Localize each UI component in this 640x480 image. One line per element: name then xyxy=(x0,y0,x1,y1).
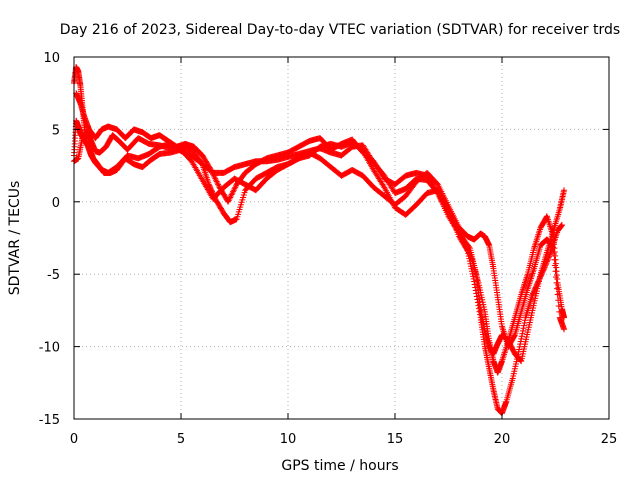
data-point xyxy=(520,325,527,332)
data-point xyxy=(520,322,527,329)
data-point xyxy=(225,198,232,205)
data-point xyxy=(229,190,236,197)
data-point xyxy=(473,290,480,297)
x-tick-label: 15 xyxy=(387,432,404,447)
data-point xyxy=(561,187,568,194)
x-axis: 0 5 10 15 20 25 xyxy=(70,57,617,447)
data-point xyxy=(473,293,480,300)
data-point xyxy=(215,182,222,189)
grid xyxy=(74,57,609,419)
data-point xyxy=(543,258,550,265)
data-point xyxy=(541,265,548,272)
data-point xyxy=(468,265,475,272)
data-point xyxy=(227,194,234,201)
chart-title: Day 216 of 2023, Sidereal Day-to-day VTE… xyxy=(60,22,620,38)
data-point xyxy=(208,168,215,175)
data-point xyxy=(517,341,524,348)
data-point xyxy=(558,221,565,228)
data-point xyxy=(511,332,518,339)
data-point xyxy=(468,255,475,262)
data-marks xyxy=(71,64,568,417)
data-point xyxy=(545,255,552,262)
data-point xyxy=(476,308,483,315)
y-tick-label: -10 xyxy=(39,341,60,356)
data-point xyxy=(519,327,526,334)
data-point xyxy=(230,188,237,195)
data-point xyxy=(230,187,237,194)
x-tick-label: 20 xyxy=(494,432,511,447)
y-axis-title: SDTVAR / TECUs xyxy=(7,181,23,296)
y-axis: 10 5 0 -5 -10 -15 xyxy=(39,51,609,428)
data-point xyxy=(227,193,234,200)
data-point xyxy=(546,252,553,259)
data-point xyxy=(518,335,525,342)
data-point xyxy=(213,178,220,185)
data-point xyxy=(471,281,478,288)
x-tick-label: 0 xyxy=(70,432,78,447)
data-point xyxy=(455,226,462,233)
data-point xyxy=(469,270,476,277)
data-point xyxy=(475,305,482,312)
data-point xyxy=(207,166,214,173)
data-point xyxy=(209,169,216,176)
data-point xyxy=(561,326,568,333)
data-point xyxy=(215,181,222,188)
data-point xyxy=(522,317,529,324)
data-point xyxy=(519,330,526,337)
data-point xyxy=(521,319,528,326)
data-series xyxy=(71,129,565,417)
data-point xyxy=(232,184,239,191)
x-axis-title: GPS time / hours xyxy=(281,458,398,474)
plot-frame xyxy=(73,56,610,420)
y-tick-label: 5 xyxy=(52,123,60,138)
data-point xyxy=(210,171,217,178)
data-point xyxy=(380,182,387,189)
x-tick-label: 25 xyxy=(601,432,618,447)
data-series xyxy=(71,64,568,365)
data-point xyxy=(210,172,217,179)
data-point xyxy=(518,333,525,340)
data-point xyxy=(516,343,523,350)
data-point xyxy=(225,197,232,204)
data-point xyxy=(516,346,523,353)
data-point xyxy=(214,179,221,186)
data-point xyxy=(477,311,484,318)
data-point xyxy=(541,263,548,270)
data-point xyxy=(561,314,568,321)
data-point xyxy=(470,273,477,280)
data-point xyxy=(231,185,238,192)
data-point xyxy=(545,254,552,261)
data-point xyxy=(212,175,219,182)
data-point xyxy=(433,188,440,195)
data-point xyxy=(543,259,550,266)
data-point xyxy=(228,191,235,198)
data-point xyxy=(475,302,482,309)
data-series xyxy=(73,90,568,376)
x-tick-label: 5 xyxy=(177,432,185,447)
data-point xyxy=(517,338,524,345)
data-point xyxy=(546,253,553,260)
y-tick-label: 0 xyxy=(52,196,60,211)
data-point xyxy=(542,262,549,269)
data-point xyxy=(207,165,214,172)
data-point xyxy=(211,174,218,181)
x-tick-label: 10 xyxy=(280,432,297,447)
data-point xyxy=(212,177,219,184)
data-point xyxy=(198,159,205,166)
y-tick-label: -15 xyxy=(39,413,60,428)
data-point xyxy=(544,257,551,264)
y-tick-label: -5 xyxy=(47,268,60,283)
data-point xyxy=(226,195,233,202)
y-tick-label: 10 xyxy=(43,51,60,66)
data-point xyxy=(542,261,549,268)
